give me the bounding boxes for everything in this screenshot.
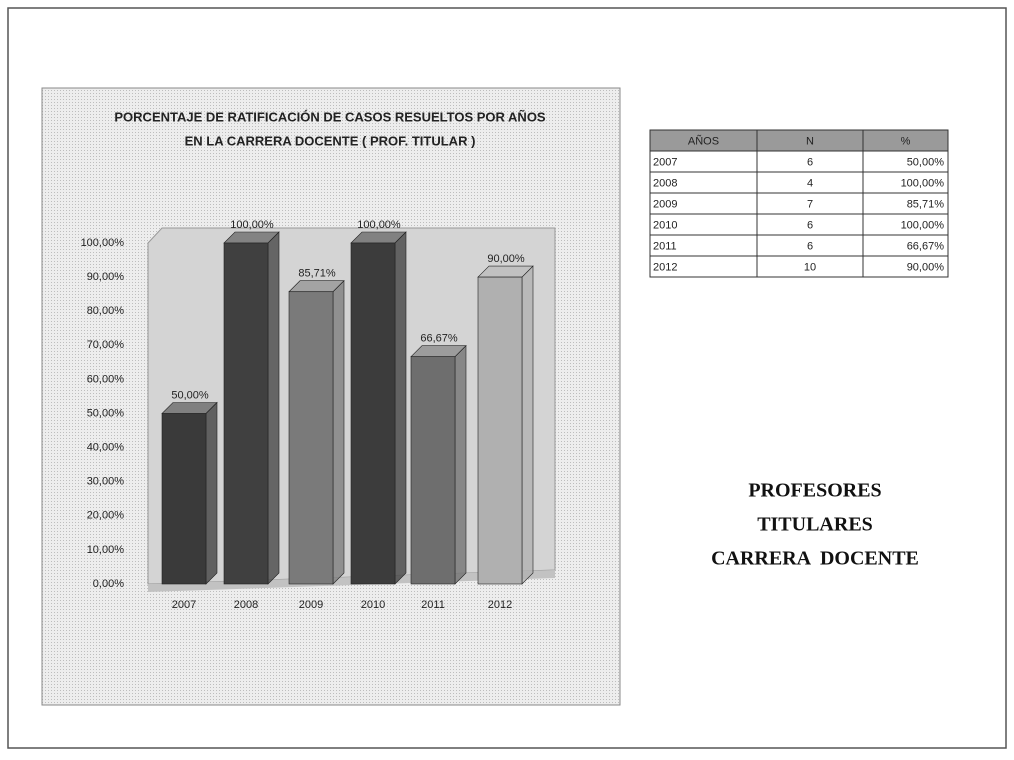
- table-cell: 2012: [653, 261, 677, 273]
- table-cell: 2007: [653, 156, 677, 168]
- value-label: 85,71%: [298, 268, 336, 280]
- data-table: AÑOS N % 2007 6 50,00% 2008 4 100,00% 2009 7 85,71%…: [649, 129, 949, 278]
- table-cell: 6: [807, 156, 813, 168]
- y-tick-label: 0,00%: [93, 578, 124, 590]
- y-tick-label: 70,00%: [87, 339, 125, 351]
- table-cell: 6: [807, 219, 813, 231]
- value-label: 100,00%: [230, 219, 274, 231]
- bar-side: [454, 344, 467, 585]
- y-tick-label: 90,00%: [87, 271, 125, 283]
- table-cell: 2009: [653, 198, 677, 210]
- y-tick-label: 80,00%: [87, 305, 125, 317]
- table-cell: 2008: [653, 177, 677, 189]
- table-cell: 50,00%: [907, 156, 945, 168]
- bar-front: [288, 291, 334, 585]
- table-cell: 66,67%: [907, 240, 945, 252]
- bar: [477, 265, 534, 585]
- bar: [161, 401, 218, 585]
- bar-front: [161, 413, 207, 585]
- table-row: [649, 150, 949, 173]
- y-tick-label: 30,00%: [87, 476, 125, 488]
- table-cell: 100,00%: [901, 177, 945, 189]
- caption-line: PROFESORES: [748, 480, 881, 502]
- bar-front: [410, 356, 456, 585]
- value-label: 50,00%: [171, 389, 209, 401]
- chart-title: PORCENTAJE DE RATIFICACIÓN DE CASOS RESU…: [114, 109, 546, 124]
- y-tick-label: 50,00%: [87, 407, 125, 419]
- bar-side: [205, 401, 218, 585]
- x-tick-label: 2007: [172, 599, 196, 611]
- table-row: [649, 255, 949, 278]
- bar-side: [394, 231, 407, 585]
- table-cell: 6: [807, 240, 813, 252]
- table-row: [649, 192, 949, 215]
- x-tick-label: 2010: [361, 599, 385, 611]
- bar-front: [477, 276, 523, 585]
- caption-line: TITULARES: [757, 514, 873, 536]
- y-tick-label: 20,00%: [87, 510, 125, 522]
- bar: [410, 344, 467, 585]
- value-label: 66,67%: [420, 333, 458, 345]
- value-label: 100,00%: [357, 219, 401, 231]
- table-cell: 85,71%: [907, 198, 945, 210]
- y-tick-label: 100,00%: [81, 237, 125, 249]
- bar-side: [521, 265, 534, 585]
- x-tick-label: 2009: [299, 599, 323, 611]
- y-tick-label: 40,00%: [87, 442, 125, 454]
- bar-side: [267, 231, 280, 585]
- y-tick-label: 10,00%: [87, 544, 125, 556]
- table-cell: 2011: [653, 240, 677, 252]
- table-cell: %: [901, 135, 911, 147]
- bar: [288, 280, 345, 585]
- table-cell: 90,00%: [907, 261, 945, 273]
- bar: [223, 231, 280, 585]
- table-cell: 2010: [653, 219, 677, 231]
- x-tick-label: 2011: [421, 599, 445, 611]
- value-label: 90,00%: [487, 253, 525, 265]
- caption-line: CARRERA DOCENTE: [711, 548, 919, 570]
- table-row: [649, 234, 949, 257]
- x-tick-label: 2008: [234, 599, 258, 611]
- table-cell: 10: [804, 261, 816, 273]
- bar-side: [332, 280, 345, 585]
- x-tick-label: 2012: [488, 599, 512, 611]
- table-cell: AÑOS: [688, 134, 719, 147]
- table-cell: 7: [807, 198, 813, 210]
- y-tick-label: 60,00%: [87, 373, 125, 385]
- bar-front: [223, 242, 269, 585]
- table-cell: N: [806, 135, 814, 147]
- table-cell: 100,00%: [901, 219, 945, 231]
- table-cell: 4: [807, 177, 813, 189]
- bar: [350, 231, 407, 585]
- chart-title: EN LA CARRERA DOCENTE ( PROF. TITULAR ): [185, 133, 476, 148]
- bar-front: [350, 242, 396, 585]
